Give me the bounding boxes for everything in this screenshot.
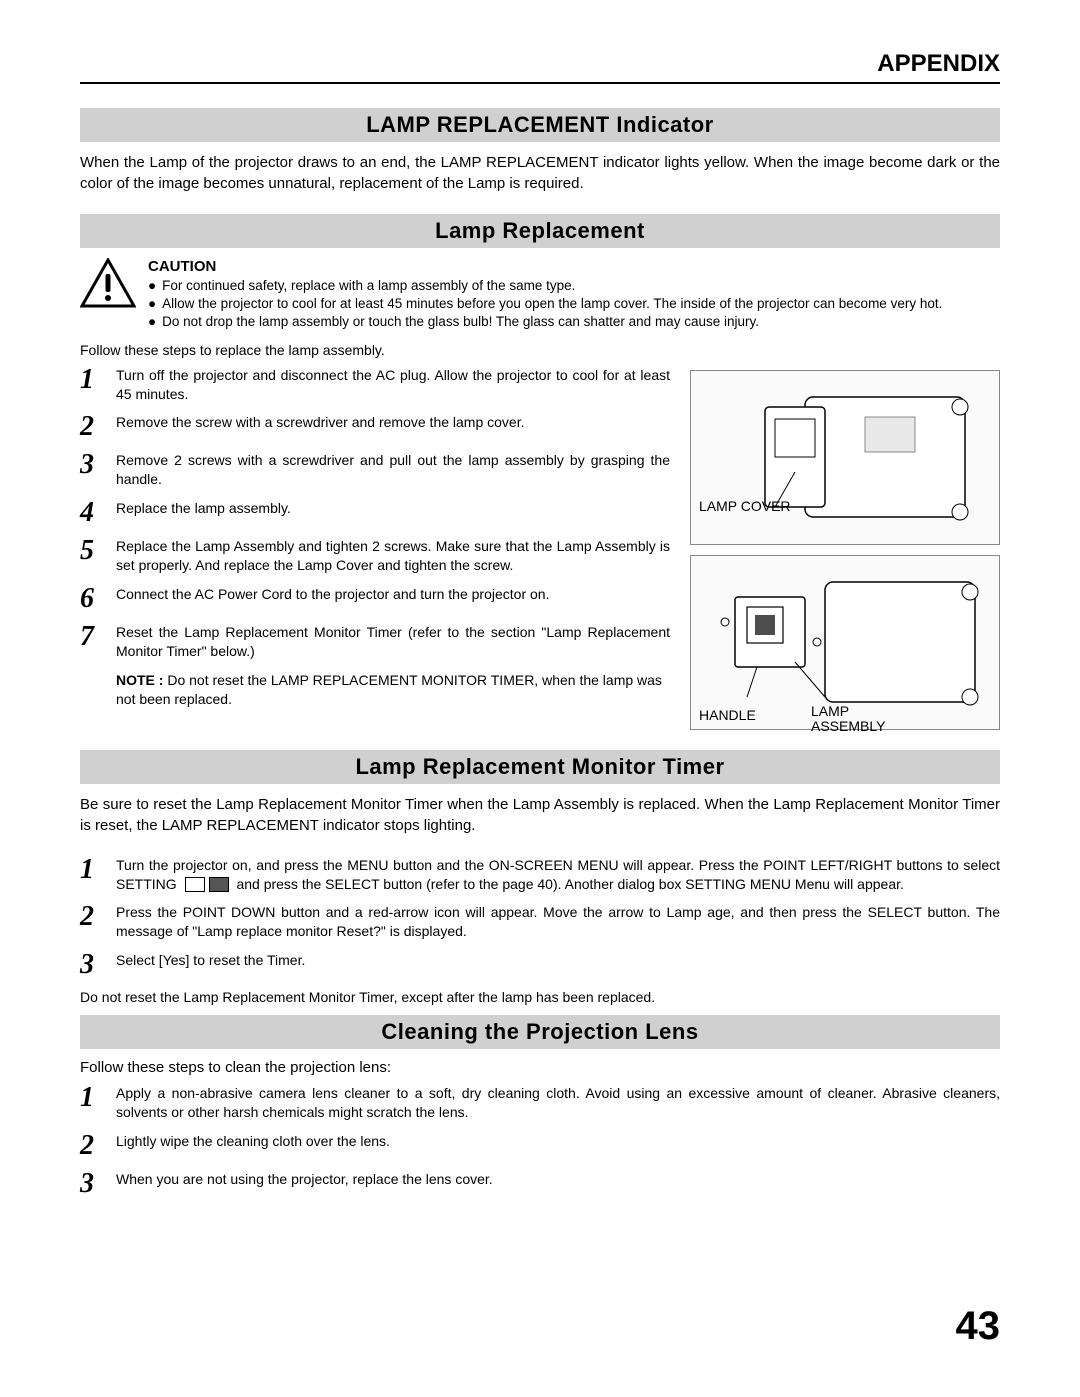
- step-number: 7: [80, 623, 102, 651]
- setting-icons: [185, 877, 229, 892]
- step-text: Turn the projector on, and press the MEN…: [116, 856, 1000, 894]
- setting-icon-1: [185, 877, 205, 892]
- step-text: Remove 2 screws with a screwdriver and p…: [116, 451, 670, 489]
- step-text: Apply a non-abrasive camera lens cleaner…: [116, 1084, 1000, 1122]
- step-text: Connect the AC Power Cord to the project…: [116, 585, 670, 604]
- step-number: 3: [80, 451, 102, 479]
- timer-steps: 1 Turn the projector on, and press the M…: [80, 856, 1000, 980]
- follow-steps-text: Follow these steps to replace the lamp a…: [80, 342, 1000, 358]
- timer-text: Be sure to reset the Lamp Replacement Mo…: [80, 794, 1000, 836]
- step-number: 4: [80, 499, 102, 527]
- setting-icon-2: [209, 877, 229, 892]
- step-text: Reset the Lamp Replacement Monitor Timer…: [116, 623, 670, 661]
- cleaning-follow: Follow these steps to clean the projecti…: [80, 1059, 1000, 1076]
- caution-label: CAUTION: [148, 258, 942, 275]
- replacement-steps: 1 Turn off the projector and disconnect t…: [80, 366, 670, 740]
- step-text: When you are not using the projector, re…: [116, 1170, 1000, 1189]
- step-number: 2: [80, 413, 102, 441]
- timer-footer: Do not reset the Lamp Replacement Monito…: [80, 989, 1000, 1005]
- step-text: Replace the Lamp Assembly and tighten 2 …: [116, 537, 670, 575]
- caution-bullets: ●For continued safety, replace with a la…: [148, 277, 942, 332]
- note-block: NOTE : Do not reset the LAMP REPLACEMENT…: [116, 671, 670, 710]
- section-title-indicator: LAMP REPLACEMENT Indicator: [80, 108, 1000, 142]
- step-number: 6: [80, 585, 102, 613]
- section-title-cleaning: Cleaning the Projection Lens: [80, 1015, 1000, 1049]
- step-text: Turn off the projector and disconnect th…: [116, 366, 670, 404]
- warning-icon: [80, 258, 136, 308]
- step-number: 5: [80, 537, 102, 565]
- indicator-text: When the Lamp of the projector draws to …: [80, 152, 1000, 194]
- step-text: Select [Yes] to reset the Timer.: [116, 951, 1000, 970]
- label-lamp-cover: LAMP COVER: [699, 498, 791, 514]
- section-title-timer: Lamp Replacement Monitor Timer: [80, 750, 1000, 784]
- step-number: 1: [80, 366, 102, 394]
- section-title-replacement: Lamp Replacement: [80, 214, 1000, 248]
- label-handle: HANDLE: [699, 707, 756, 723]
- caution-block: CAUTION ●For continued safety, replace w…: [80, 258, 1000, 332]
- step-text: Replace the lamp assembly.: [116, 499, 670, 518]
- step-text: Remove the screw with a screwdriver and …: [116, 413, 670, 432]
- step-number: 1: [80, 1084, 102, 1112]
- projector-illustration-bottom: [705, 562, 985, 722]
- cleaning-steps: 1 Apply a non-abrasive camera lens cleane…: [80, 1084, 1000, 1198]
- step-text: Lightly wipe the cleaning cloth over the…: [116, 1132, 1000, 1151]
- step-number: 3: [80, 1170, 102, 1198]
- diagram-lamp-cover: LAMP COVER: [690, 370, 1000, 545]
- step-text: Press the POINT DOWN button and a red-ar…: [116, 903, 1000, 941]
- page-header: APPENDIX: [80, 50, 1000, 84]
- caution-bullet-2: Allow the projector to cool for at least…: [162, 295, 942, 313]
- diagram-lamp-assembly: HANDLE LAMP ASSEMBLY: [690, 555, 1000, 730]
- page-number: 43: [956, 1304, 1001, 1349]
- step-number: 3: [80, 951, 102, 979]
- step-number: 2: [80, 903, 102, 931]
- caution-bullet-3: Do not drop the lamp assembly or touch t…: [162, 313, 759, 331]
- note-text: Do not reset the LAMP REPLACEMENT MONITO…: [116, 672, 662, 708]
- step-number: 2: [80, 1132, 102, 1160]
- diagram-column: LAMP COVER HANDLE LAMP ASSEMBLY: [690, 366, 1000, 740]
- note-label: NOTE :: [116, 672, 163, 688]
- step-number: 1: [80, 856, 102, 884]
- label-lamp-assembly: LAMP ASSEMBLY: [811, 704, 901, 735]
- caution-bullet-1: For continued safety, replace with a lam…: [162, 277, 575, 295]
